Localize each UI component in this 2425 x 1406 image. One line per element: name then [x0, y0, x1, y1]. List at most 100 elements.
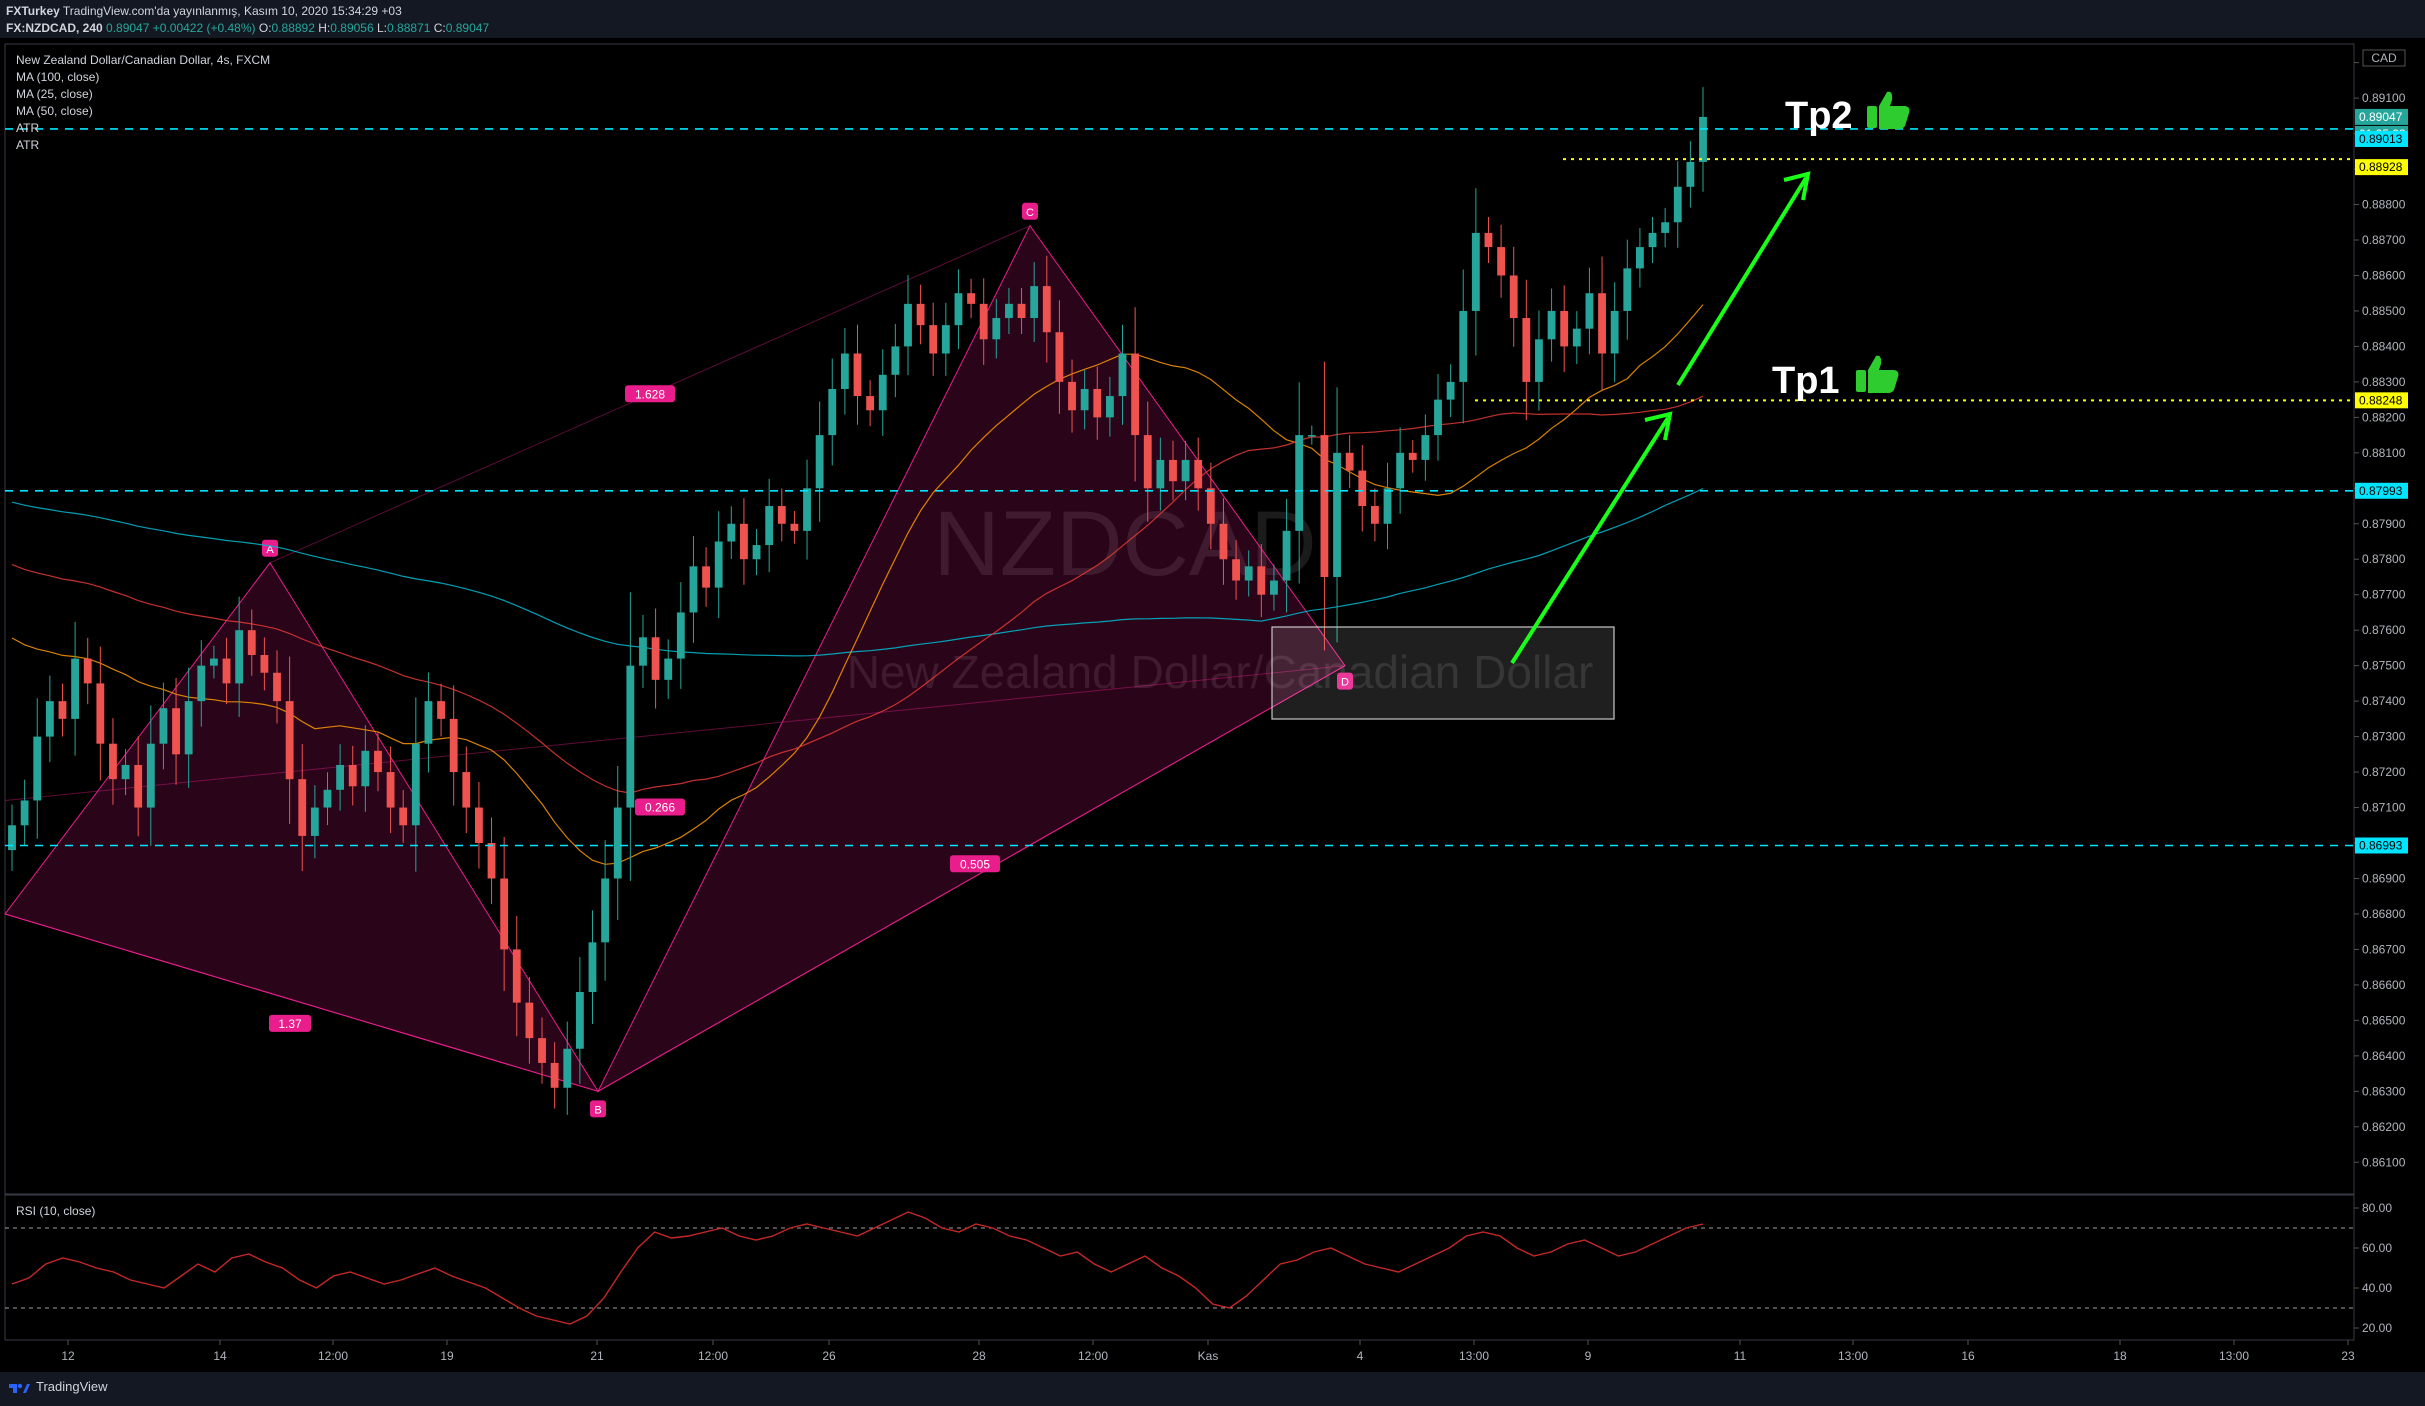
- candle-body[interactable]: [462, 772, 471, 808]
- pattern-ratio-badge[interactable]: [635, 798, 685, 816]
- candle-body[interactable]: [336, 764, 345, 790]
- candle-body[interactable]: [1017, 303, 1026, 319]
- candle-body[interactable]: [1648, 232, 1657, 248]
- candle-body[interactable]: [563, 1048, 572, 1088]
- rsi-legend[interactable]: RSI (10, close): [16, 1204, 96, 1218]
- candle-body[interactable]: [550, 1062, 559, 1088]
- candle-body[interactable]: [575, 992, 584, 1049]
- candle-body[interactable]: [803, 488, 811, 531]
- candle-body[interactable]: [1055, 332, 1064, 382]
- candle-body[interactable]: [601, 878, 610, 943]
- legend-ma100[interactable]: MA (100, close): [16, 70, 100, 84]
- pattern-point-badge[interactable]: [590, 1100, 606, 1118]
- candle-body[interactable]: [1471, 232, 1480, 311]
- price-axis[interactable]: 0.892000.891000.890000.889000.888000.887…: [2354, 56, 2406, 1170]
- candle-body[interactable]: [411, 743, 420, 826]
- candle-body[interactable]: [765, 506, 774, 546]
- candle-body[interactable]: [1257, 566, 1266, 595]
- horizontal-levels[interactable]: [5, 128, 2354, 847]
- harmonic-pattern[interactable]: A B C D 1.628 0.266 0.505 1.37: [4, 202, 1353, 1118]
- candle-body[interactable]: [538, 1038, 546, 1063]
- candle-body[interactable]: [58, 701, 67, 719]
- candle-body[interactable]: [109, 743, 117, 780]
- pattern-ratio-badge[interactable]: [625, 385, 675, 403]
- candle-body[interactable]: [184, 701, 193, 755]
- candle-body[interactable]: [651, 637, 660, 680]
- candle-body[interactable]: [626, 665, 635, 808]
- candle-body[interactable]: [588, 942, 597, 992]
- candle-body[interactable]: [740, 523, 748, 560]
- demand-zone-box[interactable]: [1271, 626, 1615, 720]
- candle-body[interactable]: [904, 303, 912, 347]
- candle-body[interactable]: [1383, 488, 1392, 524]
- candle-body[interactable]: [1181, 459, 1190, 482]
- candle-body[interactable]: [1143, 435, 1152, 489]
- candle-body[interactable]: [525, 1002, 534, 1039]
- pattern-ratio-badge[interactable]: [950, 855, 1000, 873]
- candle-body[interactable]: [1244, 566, 1253, 581]
- pattern-point-badge[interactable]: [1022, 202, 1038, 220]
- candle-body[interactable]: [1232, 559, 1240, 581]
- candle-body[interactable]: [1295, 435, 1304, 531]
- tradingview-brand[interactable]: TradingView: [8, 1379, 108, 1394]
- candle-body[interactable]: [134, 764, 143, 808]
- candle-body[interactable]: [1005, 303, 1013, 319]
- legend-ma50[interactable]: MA (50, close): [16, 104, 93, 118]
- candle-body[interactable]: [1206, 488, 1215, 524]
- candle-body[interactable]: [954, 293, 963, 326]
- candle-body[interactable]: [1635, 247, 1644, 269]
- time-axis[interactable]: 12 14 12:00 19 21 12:00 26 28 12:00 Kas 4 13:00 9 11 1…: [61, 1340, 2355, 1363]
- candle-body[interactable]: [1169, 459, 1177, 482]
- candle-body[interactable]: [613, 807, 622, 879]
- publisher-name[interactable]: FXTurkey: [6, 4, 60, 18]
- candle-body[interactable]: [1623, 268, 1632, 311]
- candle-body[interactable]: [247, 630, 256, 656]
- candle-body[interactable]: [1093, 388, 1102, 418]
- candle-body[interactable]: [1068, 381, 1076, 411]
- candle-body[interactable]: [500, 878, 509, 950]
- symbol-label[interactable]: FX:NZDCAD, 240: [6, 21, 103, 35]
- candle-body[interactable]: [1497, 247, 1506, 276]
- candle-body[interactable]: [235, 630, 244, 684]
- candle-body[interactable]: [33, 736, 42, 801]
- pattern-point-badge[interactable]: [262, 539, 278, 557]
- candle-body[interactable]: [487, 843, 496, 879]
- candle-body[interactable]: [374, 750, 382, 773]
- candle-body[interactable]: [159, 708, 168, 744]
- candle-body[interactable]: [1042, 286, 1051, 333]
- candle-body[interactable]: [1345, 452, 1354, 471]
- candle-body[interactable]: [941, 325, 950, 354]
- candle-body[interactable]: [1661, 222, 1670, 233]
- candle-body[interactable]: [83, 658, 92, 684]
- candle-body[interactable]: [121, 764, 130, 780]
- candle-body[interactable]: [1105, 396, 1114, 418]
- candle-body[interactable]: [1547, 310, 1556, 340]
- candle-body[interactable]: [1333, 452, 1341, 577]
- candle-body[interactable]: [437, 701, 445, 719]
- candle-body[interactable]: [1459, 310, 1468, 382]
- candle-body[interactable]: [1307, 435, 1316, 437]
- candle-body[interactable]: [979, 303, 988, 340]
- pattern-triangle-bcd[interactable]: [596, 224, 1346, 1093]
- candle-body[interactable]: [1421, 435, 1430, 460]
- candle-body[interactable]: [1030, 286, 1039, 319]
- candle-body[interactable]: [676, 612, 685, 659]
- candle-body[interactable]: [96, 683, 105, 744]
- candle-body[interactable]: [197, 665, 206, 702]
- candle-body[interactable]: [1320, 435, 1329, 577]
- candle-body[interactable]: [1699, 116, 1707, 162]
- candle-body[interactable]: [298, 779, 307, 836]
- candle-body[interactable]: [399, 807, 408, 826]
- candle-body[interactable]: [664, 658, 673, 680]
- candle-body[interactable]: [815, 435, 824, 489]
- candle-body[interactable]: [1598, 293, 1606, 354]
- candle-body[interactable]: [20, 800, 29, 826]
- candle-body[interactable]: [310, 807, 319, 836]
- candlesticks[interactable]: [8, 87, 1707, 1115]
- candle-body[interactable]: [752, 545, 761, 560]
- candle-body[interactable]: [702, 566, 710, 588]
- candle-body[interactable]: [866, 396, 875, 411]
- candle-body[interactable]: [1585, 293, 1594, 329]
- legend-title[interactable]: New Zealand Dollar/Canadian Dollar, 4s, …: [16, 53, 271, 67]
- legend-ma25[interactable]: MA (25, close): [16, 87, 93, 101]
